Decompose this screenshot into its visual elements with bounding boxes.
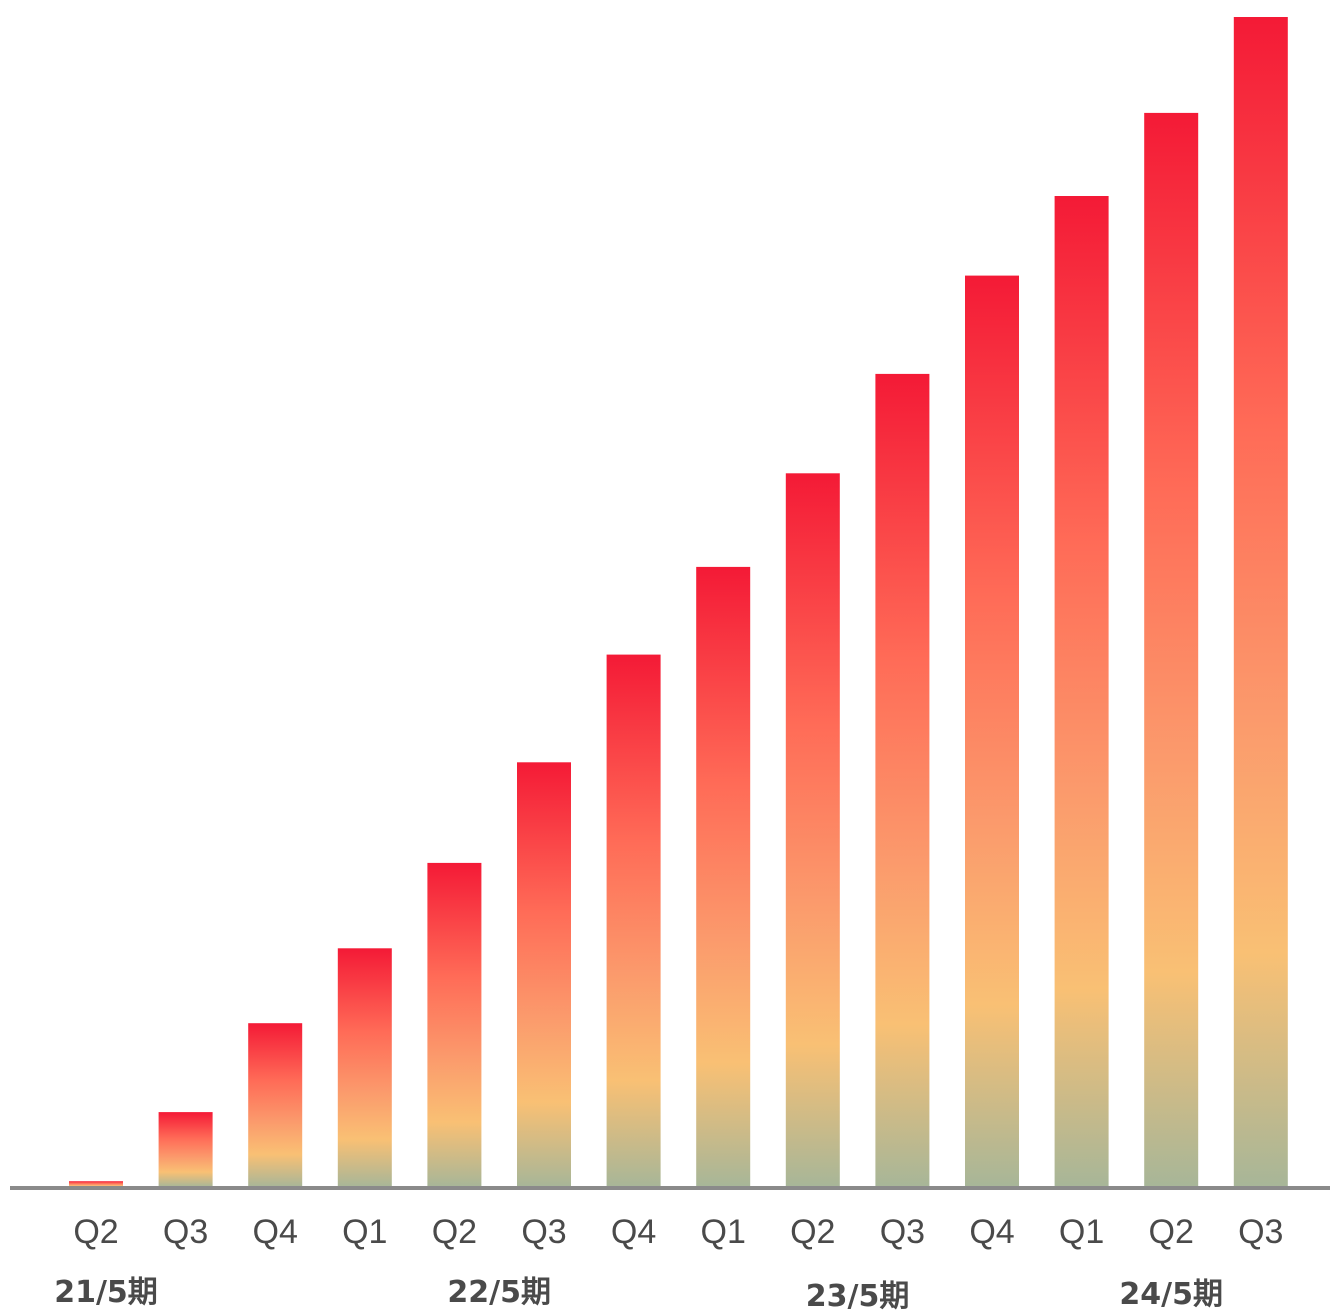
x-tick-label: Q1 xyxy=(342,1213,387,1251)
x-tick-label: Q3 xyxy=(163,1213,208,1251)
bar-10 xyxy=(875,373,930,1187)
x-tick-label: Q3 xyxy=(521,1213,566,1251)
x-tick-label: Q2 xyxy=(73,1213,118,1251)
x-tick-label: Q2 xyxy=(790,1213,835,1251)
x-tick-label: Q4 xyxy=(611,1213,656,1251)
bar-9 xyxy=(785,473,840,1187)
bars-layer xyxy=(69,17,1288,1188)
bar-8 xyxy=(696,566,751,1187)
x-tick-label: Q3 xyxy=(1238,1213,1283,1251)
bar-7 xyxy=(606,654,661,1187)
bar-14 xyxy=(1233,17,1288,1187)
bar-11 xyxy=(965,275,1019,1188)
fiscal-year-label: 21/5期 xyxy=(54,1275,158,1310)
x-tick-label: Q4 xyxy=(969,1213,1014,1251)
x-tick-label: Q4 xyxy=(253,1213,298,1251)
bar-3 xyxy=(248,1023,303,1187)
bar-2 xyxy=(158,1112,213,1187)
x-tick-label: Q1 xyxy=(1059,1213,1104,1251)
fiscal-year-label: 24/5期 xyxy=(1119,1277,1223,1312)
bar-5 xyxy=(427,862,482,1187)
x-tick-label: Q1 xyxy=(701,1213,746,1251)
bar-6 xyxy=(517,762,571,1187)
tick-labels-layer: Q2 Q3 Q4 Q1 Q2 Q3 Q4 Q1 Q2 Q3 Q4 Q1 Q2 Q3 xyxy=(73,1213,1283,1251)
bar-13 xyxy=(1144,112,1199,1187)
bar-12 xyxy=(1054,196,1109,1187)
bar-4 xyxy=(337,948,392,1187)
group-labels-layer: 21/5期 22/5期 23/5期 24/5期 xyxy=(54,1275,1223,1312)
x-tick-label: Q3 xyxy=(880,1213,925,1251)
fiscal-year-label: 23/5期 xyxy=(806,1279,910,1312)
x-tick-label: Q2 xyxy=(432,1213,477,1251)
fiscal-year-label: 22/5期 xyxy=(447,1275,551,1310)
x-tick-label: Q2 xyxy=(1149,1213,1194,1251)
bar-1 xyxy=(69,1181,123,1188)
